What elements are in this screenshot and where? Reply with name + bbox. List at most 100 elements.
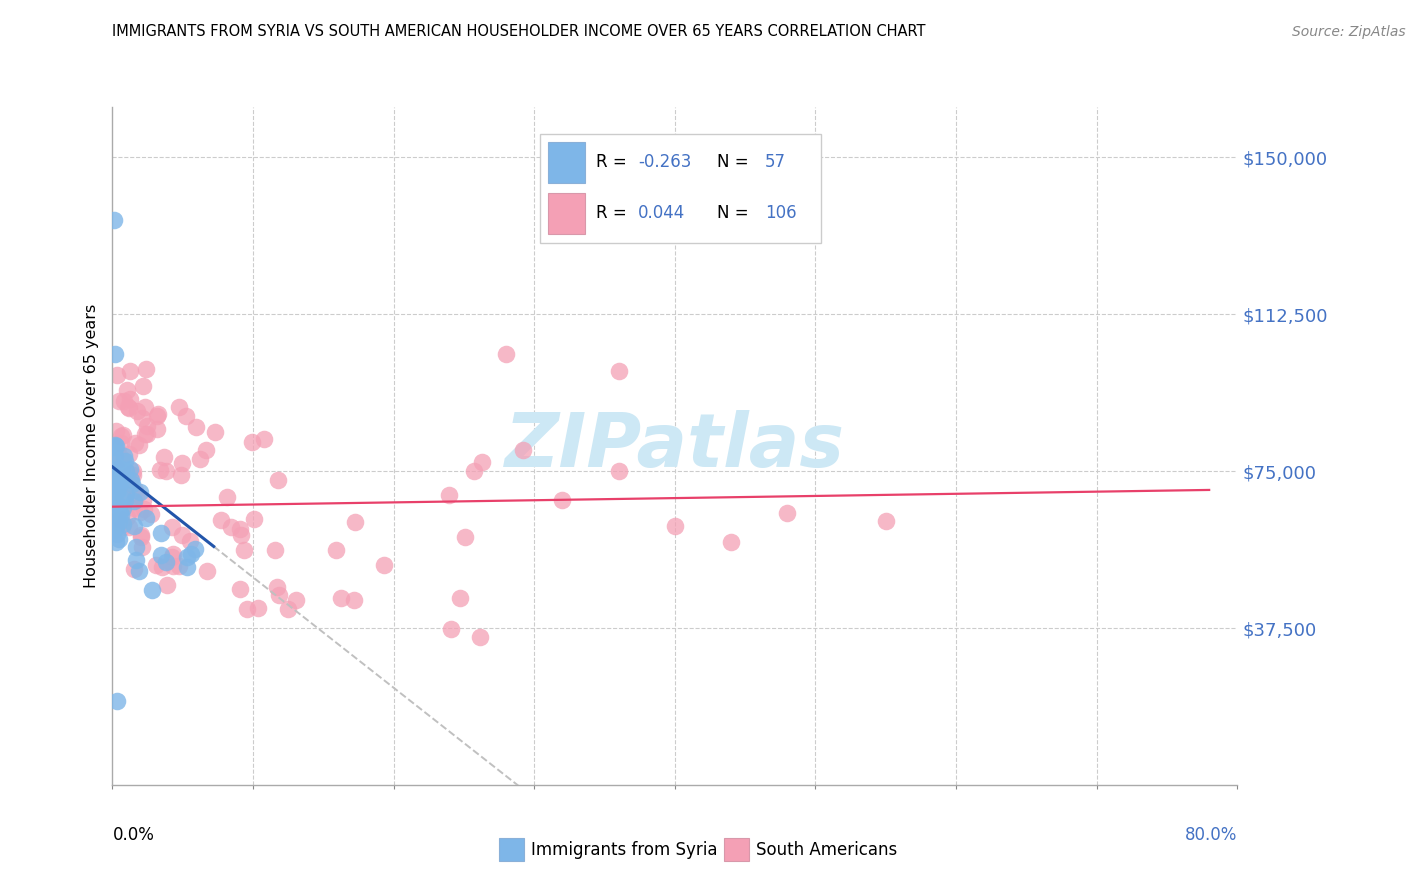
Point: [110, 508, 132, 522]
Point: [135, 418, 157, 433]
Point: [104, 450, 127, 464]
Point: [229, 522, 252, 536]
Point: [129, 531, 152, 545]
Point: [551, 493, 574, 508]
Point: [117, 400, 139, 414]
Point: [125, 553, 148, 567]
Point: [195, 564, 218, 578]
Text: R =: R =: [596, 153, 633, 171]
Point: [131, 411, 153, 425]
Point: [114, 492, 136, 507]
Text: 106: 106: [765, 204, 796, 222]
Point: [118, 447, 141, 461]
Point: [129, 505, 152, 519]
Point: [125, 490, 148, 504]
Point: [120, 473, 142, 487]
Point: [105, 368, 128, 382]
Point: [105, 461, 128, 475]
Point: [209, 513, 232, 527]
Point: [150, 549, 173, 563]
Point: [105, 526, 128, 541]
Point: [132, 379, 155, 393]
Point: [146, 422, 169, 436]
Bar: [548, 193, 585, 234]
Point: [155, 555, 177, 569]
Point: [120, 461, 142, 475]
Point: [229, 582, 252, 597]
Point: [103, 440, 125, 454]
Text: 80.0%: 80.0%: [1185, 826, 1237, 844]
Point: [107, 499, 129, 513]
Point: [440, 623, 463, 637]
Point: [343, 593, 366, 607]
Text: 57: 57: [765, 153, 786, 171]
Point: [149, 463, 172, 477]
Point: [124, 436, 146, 450]
Text: South Americans: South Americans: [756, 841, 897, 859]
Point: [343, 515, 366, 529]
Point: [104, 499, 127, 513]
Point: [233, 543, 256, 558]
Point: [217, 490, 239, 504]
Point: [124, 483, 146, 497]
Point: [284, 593, 307, 607]
Point: [720, 535, 742, 549]
Point: [115, 464, 138, 478]
Text: IMMIGRANTS FROM SYRIA VS SOUTH AMERICAN HOUSEHOLDER INCOME OVER 65 YEARS CORRELA: IMMIGRANTS FROM SYRIA VS SOUTH AMERICAN …: [112, 24, 927, 39]
Text: N =: N =: [717, 153, 754, 171]
Point: [104, 518, 127, 533]
Point: [470, 631, 492, 645]
Point: [104, 424, 127, 438]
Point: [146, 409, 169, 424]
Point: [437, 488, 460, 502]
Point: [145, 558, 167, 572]
Point: [115, 487, 138, 501]
Point: [114, 453, 136, 467]
Point: [110, 429, 132, 443]
Point: [450, 591, 472, 605]
Point: [107, 483, 129, 498]
Point: [325, 543, 347, 558]
Point: [263, 543, 285, 558]
Point: [219, 520, 242, 534]
Point: [112, 501, 135, 516]
Point: [172, 456, 194, 470]
Point: [118, 520, 141, 534]
Point: [108, 512, 131, 526]
Point: [111, 520, 134, 534]
Point: [170, 468, 193, 483]
Point: [373, 558, 395, 573]
Point: [266, 580, 288, 594]
Point: [155, 464, 177, 478]
Point: [153, 450, 176, 465]
Point: [162, 558, 184, 573]
Point: [105, 534, 128, 549]
Point: [162, 547, 184, 561]
Point: [253, 432, 276, 446]
Text: Immigrants from Syria: Immigrants from Syria: [531, 841, 718, 859]
Point: [103, 484, 125, 499]
Point: [115, 510, 138, 524]
Point: [122, 562, 145, 576]
Point: [117, 401, 139, 415]
Point: [176, 560, 198, 574]
Point: [146, 407, 169, 421]
Point: [129, 485, 152, 500]
Point: [243, 512, 266, 526]
Point: [121, 477, 143, 491]
Point: [176, 549, 198, 564]
Point: [125, 540, 148, 554]
Point: [495, 347, 517, 361]
Point: [132, 502, 155, 516]
Point: [134, 426, 156, 441]
Point: [664, 518, 686, 533]
Point: [104, 347, 127, 361]
Point: [110, 505, 132, 519]
Point: [240, 435, 263, 450]
Point: [108, 532, 131, 546]
Point: [104, 438, 127, 452]
Point: [103, 464, 125, 478]
Point: [184, 420, 207, 434]
Y-axis label: Householder Income Over 65 years: Householder Income Over 65 years: [84, 304, 100, 588]
Point: [267, 588, 290, 602]
